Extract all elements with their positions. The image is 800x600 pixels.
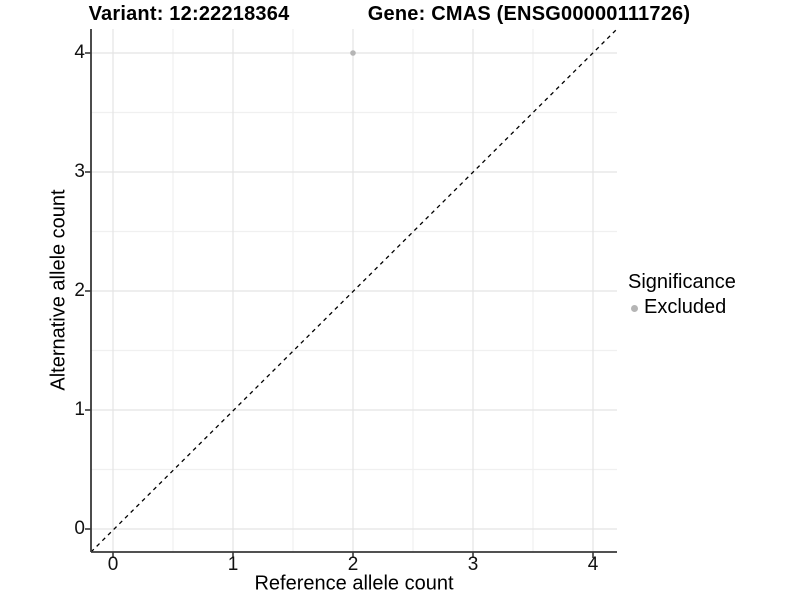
gene-title: Gene: CMAS (ENSG00000111726) <box>367 3 691 25</box>
identity-reference-line <box>90 28 618 553</box>
legend-item-label: Excluded <box>644 296 727 318</box>
data-point <box>350 50 356 56</box>
y-tick-label-1: 1 <box>74 399 85 420</box>
x-tick-label-1: 1 <box>227 554 239 575</box>
y-tick-label-4: 4 <box>74 42 85 63</box>
x-tick-label-2: 2 <box>347 554 359 575</box>
x-tick-label-3: 3 <box>467 554 479 575</box>
x-tick-label-4: 4 <box>587 554 599 575</box>
y-tick-label-2: 2 <box>74 280 85 301</box>
y-tick-label-0: 0 <box>74 518 85 539</box>
legend: Significance Excluded <box>628 271 736 319</box>
legend-item-excluded: Excluded <box>628 296 736 319</box>
axis-ticks <box>85 52 594 558</box>
x-axis-title: Reference allele count <box>254 572 454 595</box>
legend-title: Significance <box>628 271 736 293</box>
variant-title: Variant: 12:22218364 <box>88 3 290 25</box>
circle-icon <box>631 305 638 312</box>
y-axis-title: Alternative allele count <box>47 189 70 391</box>
y-tick-label-3: 3 <box>74 161 85 182</box>
x-tick-label-0: 0 <box>107 554 119 575</box>
